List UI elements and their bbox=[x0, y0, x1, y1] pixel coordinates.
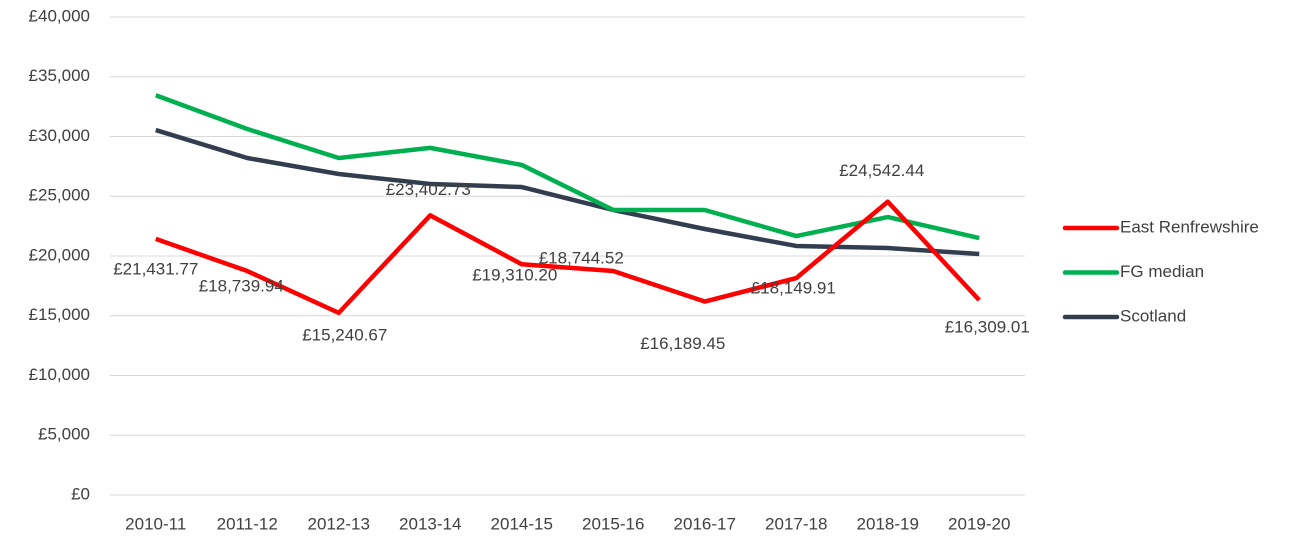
y-tick-label: £35,000 bbox=[29, 66, 90, 85]
y-tick-label: £40,000 bbox=[29, 6, 90, 25]
series-line bbox=[155, 127, 980, 257]
data-label: £24,542.44 bbox=[839, 161, 924, 180]
y-tick-label: £10,000 bbox=[29, 365, 90, 384]
legend-label: Scotland bbox=[1120, 306, 1186, 325]
data-label: £23,402.73 bbox=[386, 180, 471, 199]
x-tick-label: 2011-12 bbox=[217, 514, 278, 533]
series-line bbox=[155, 199, 981, 316]
x-tick-label: 2012-13 bbox=[308, 514, 370, 533]
x-tick-label: 2016-17 bbox=[674, 514, 736, 533]
x-tick-label: 2014-15 bbox=[491, 514, 553, 533]
data-label: £19,310.20 bbox=[472, 266, 557, 285]
legend-label: FG median bbox=[1120, 262, 1204, 281]
x-tick-label: 2015-16 bbox=[582, 514, 644, 533]
x-tick-label: 2019-20 bbox=[948, 514, 1010, 533]
y-tick-label: £25,000 bbox=[29, 186, 90, 205]
y-tick-label: £15,000 bbox=[29, 305, 90, 324]
data-label: £16,189.45 bbox=[640, 334, 725, 353]
data-label: £18,739.94 bbox=[199, 277, 284, 296]
x-tick-label: 2017-18 bbox=[765, 514, 827, 533]
x-tick-label: 2013-14 bbox=[399, 514, 461, 533]
y-tick-label: £20,000 bbox=[29, 245, 90, 264]
x-tick-label: 2018-19 bbox=[857, 514, 919, 533]
y-tick-label: £0 bbox=[71, 484, 90, 503]
y-tick-label: £5,000 bbox=[38, 425, 90, 444]
data-label: £18,744.52 bbox=[539, 248, 624, 267]
data-label: £21,431.77 bbox=[113, 259, 198, 278]
data-label: £15,240.67 bbox=[302, 325, 387, 344]
y-tick-label: £30,000 bbox=[29, 126, 90, 145]
data-label: £18,149.91 bbox=[751, 279, 836, 298]
data-label: £16,309.01 bbox=[945, 318, 1030, 337]
legend-label: East Renfrewshire bbox=[1120, 217, 1259, 236]
x-tick-label: 2010-11 bbox=[125, 514, 186, 533]
series-line bbox=[154, 93, 980, 241]
